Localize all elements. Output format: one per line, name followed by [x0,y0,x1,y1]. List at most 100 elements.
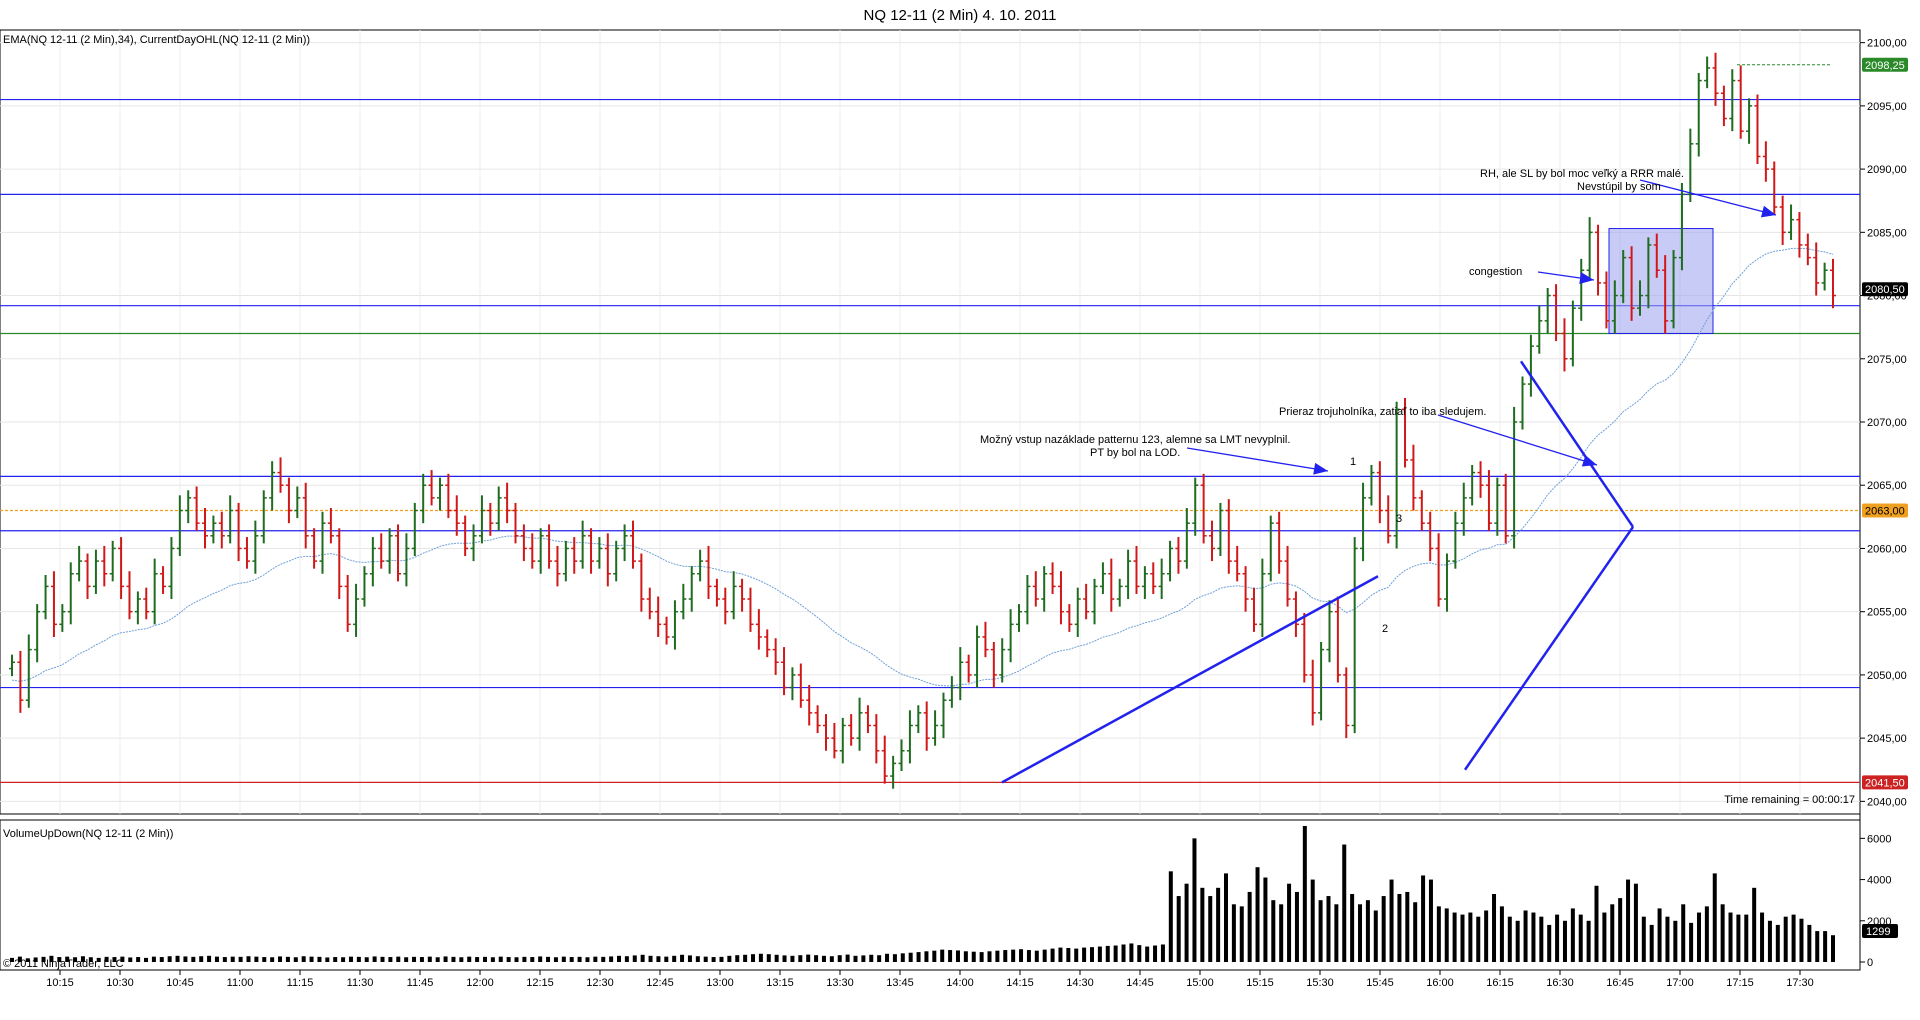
volume-bar [955,950,960,962]
volume-bar [1239,906,1244,962]
price-tick-label: 2060,00 [1867,543,1907,555]
annotation-entry-line2: PT by bol na LOD. [1090,447,1180,459]
volume-bar [1665,916,1670,962]
price-bar [1410,444,1417,511]
price-bar [663,616,670,645]
price-bar [1418,490,1425,531]
price-bar [1460,482,1467,536]
volume-bar [506,957,511,962]
volume-bar [412,956,417,962]
price-bar [1477,461,1484,498]
volume-bar [1704,906,1709,962]
volume-bar [514,957,519,962]
volume-bar [57,957,62,962]
volume-bar [687,955,692,962]
price-bar [1527,334,1534,397]
price-bar [319,511,326,574]
price-bar [1653,233,1660,278]
price-bar [445,473,452,519]
price-bar [1469,464,1476,506]
volume-bar [144,957,149,962]
volume-bar [230,956,235,962]
price-bar [176,495,183,557]
volume-bar [404,957,409,962]
time-tick-label: 17:30 [1786,977,1814,989]
volume-bar [1815,931,1820,962]
price-bar [982,621,989,658]
price-bar [218,511,225,549]
volume-bar [821,955,826,962]
time-tick-label: 14:00 [946,977,974,989]
price-bar [1301,612,1308,683]
volume-bar [995,950,1000,962]
volume-bar [112,957,117,962]
price-bar [747,587,754,632]
volume-bar [1294,891,1299,962]
volume-bar [1507,916,1512,962]
volume-bar [695,956,700,962]
volume-bar [325,957,330,962]
volume-bar [1405,891,1410,962]
price-bar [1083,583,1090,620]
volume-bar [1231,904,1236,962]
volume-bar [317,956,322,962]
price-bar [1569,300,1576,367]
annotation-congestion: congestion [1469,266,1522,278]
price-bar [1603,271,1610,329]
volume-bar [1176,896,1181,962]
price-bar [1049,562,1056,594]
price-bar [1360,482,1367,562]
volume-bar [1531,912,1536,962]
price-bar [227,495,234,544]
price-bar [680,583,687,620]
congestion-box-layer [1608,228,1714,334]
price-bar [1200,473,1207,544]
price-bar [453,495,460,536]
price-bar [1687,128,1694,202]
volume-bar [743,954,748,962]
price-bar [596,537,603,569]
volume-bar [285,956,290,962]
price-bar [1821,262,1828,291]
price-bar [621,524,628,562]
price-bar [1250,587,1257,632]
volume-bar [782,955,787,962]
volume-bar [191,956,196,962]
tag-last: 2080,50 [1862,282,1908,297]
volume-bar [640,954,645,962]
volume-bar [1042,949,1047,962]
volume-bar [1326,896,1331,962]
price-bar [495,486,502,531]
volume-bar [648,955,653,962]
volume-bar [33,957,38,962]
price-bar [1813,242,1820,296]
price-bar [831,722,838,759]
price-bar [730,571,737,620]
time-tick-label: 10:15 [46,977,74,989]
price-bar [906,710,913,764]
price-bar [1209,520,1216,562]
price-bar [504,482,511,524]
price-bar [470,524,477,562]
price-bar [1519,376,1526,430]
price-bar [546,524,553,569]
price-bar [923,701,930,751]
price-bar [101,545,108,587]
volume-bar [396,956,401,962]
volume-bar [1436,906,1441,962]
price-bar [269,461,276,511]
price-bar [1024,575,1031,625]
annotation-rh-line1: RH, ale SL by bol moc veľký a RRR malé. [1480,168,1684,180]
price-bar [1645,237,1652,309]
price-bar [890,755,897,789]
price-bar [193,486,200,531]
time-tick-label: 16:15 [1486,977,1514,989]
time-tick-label: 14:30 [1066,977,1094,989]
price-bar [1343,667,1350,739]
volume-bar [1460,914,1465,962]
price-bar [1553,284,1560,342]
volume-bar [443,956,448,962]
price-bar [613,540,620,582]
volume-bar [1728,912,1733,962]
price-bar [1595,224,1602,296]
